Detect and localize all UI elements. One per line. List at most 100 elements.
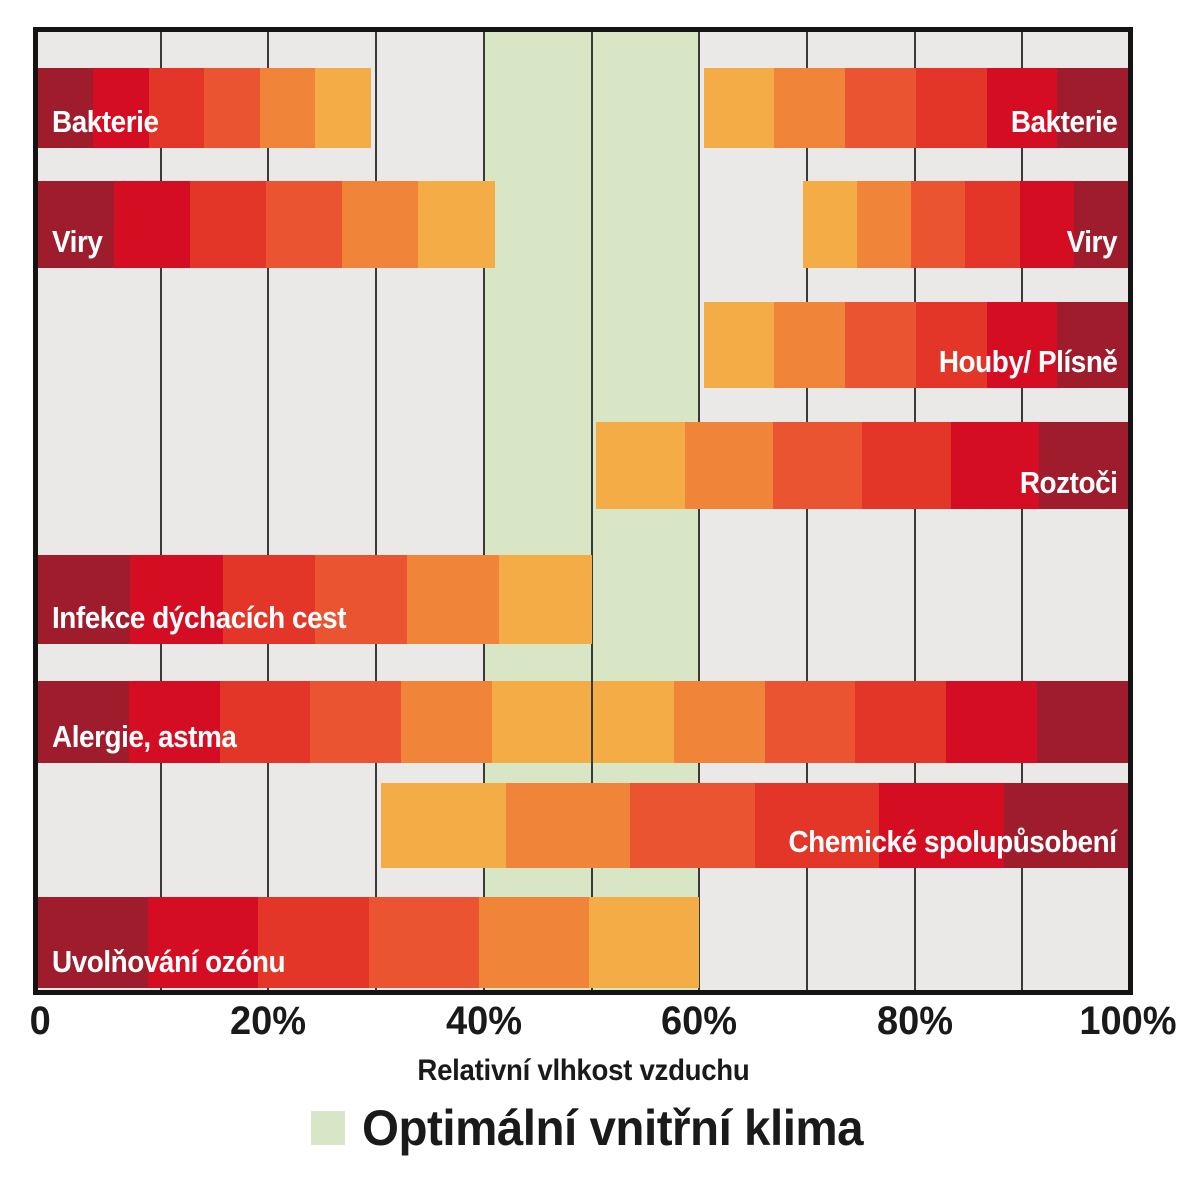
bar-viry-right: Viry — [802, 181, 1128, 268]
bar-segment-6 — [1073, 181, 1128, 268]
bar-label-wrap: Viry — [803, 181, 1128, 268]
bar-segment-6 — [589, 897, 700, 988]
bar-segment-4 — [915, 68, 987, 148]
bar-label-roztoci: Roztoči — [1019, 465, 1117, 500]
bar-segment-3 — [911, 181, 966, 268]
bar-segment-6 — [499, 555, 592, 644]
bar-segment-5 — [986, 302, 1058, 388]
bar-segment-4 — [314, 555, 407, 644]
bar-uvolnovani-ozonu: Uvolňování ozónu — [38, 897, 700, 988]
bar-label-bakterie: Bakterie — [52, 104, 159, 139]
bar-segment-2 — [505, 783, 631, 868]
bar-segment-6 — [1003, 783, 1128, 868]
bar-segment-6 — [1039, 422, 1128, 509]
bar-segment-3 — [148, 68, 205, 148]
bar-segment-1 — [38, 181, 115, 268]
bar-segment-1 — [38, 897, 149, 988]
bar-segment-6 — [1057, 302, 1128, 388]
bar-segment-5 — [478, 897, 590, 988]
gridline-20 — [267, 32, 270, 990]
bar-segment-5 — [259, 68, 316, 148]
x-tick-100: 100% — [1079, 999, 1177, 1043]
gridline-50 — [590, 32, 593, 990]
bar-segment-1 — [703, 302, 775, 388]
bar-segment-2 — [148, 897, 259, 988]
bar-segment-4 — [965, 181, 1020, 268]
x-axis-label: Relativní vlhkost vzduchu — [416, 1054, 750, 1087]
bar-segment-5 — [950, 422, 1040, 509]
bar-label-infekce-dychacich-cest: Infekce dýchacích cest — [52, 600, 347, 635]
bar-label-viry: Viry — [1066, 224, 1118, 259]
bar-label-wrap: Alergie, astma — [38, 681, 1128, 763]
bar-infekce-dychacich-cest: Infekce dýchacích cest — [38, 555, 592, 644]
bar-segment-4 — [266, 181, 343, 268]
bar-segment-6 — [418, 181, 495, 268]
bar-segment-3 — [845, 302, 916, 388]
bar-segment-6 — [315, 68, 371, 148]
plot-box: Bakterie Bakterie Viry Viry Houby/ Plísně Roz… — [33, 27, 1133, 995]
gridline-10 — [159, 32, 162, 990]
bar-label-wrap: Houby/ Plísně — [704, 302, 1128, 388]
bar-segment-6 — [1057, 68, 1128, 148]
bar-segment-4 — [204, 68, 260, 148]
bar-segment-2 — [93, 68, 149, 148]
bar-segment-1 — [595, 422, 685, 509]
bar-segment-8 — [673, 681, 765, 763]
plot-area: Bakterie Bakterie Viry Viry Houby/ Plísně Roz… — [38, 32, 1128, 990]
gridline-80 — [913, 32, 916, 990]
gridline-90 — [1021, 32, 1024, 990]
bar-segment-6 — [492, 681, 583, 763]
bar-segment-2 — [856, 181, 912, 268]
bar-segment-2 — [114, 181, 191, 268]
optimal-zone-swatch — [311, 1111, 345, 1145]
bar-label-uvolnovani-ozonu: Uvolňování ozónu — [52, 944, 286, 979]
bar-segment-3 — [222, 555, 315, 644]
bar-segment-4 — [310, 681, 402, 763]
bar-label-viry: Viry — [52, 224, 103, 259]
bar-roztoci: Roztoči — [595, 422, 1128, 509]
bar-segment-3 — [773, 422, 862, 509]
bar-segment-10 — [855, 681, 947, 763]
bar-label-wrap: Chemické spolupůsobení — [381, 783, 1128, 868]
x-axis-tick-labels: 0 20% 40% 60% 80% 100% — [30, 999, 1177, 1045]
bar-segment-2 — [774, 302, 845, 388]
gridline-40 — [482, 32, 485, 990]
bar-segment-4 — [754, 783, 880, 868]
bar-segment-3 — [219, 681, 311, 763]
x-tick-0: 0 — [29, 999, 51, 1043]
bar-segment-5 — [879, 783, 1004, 868]
bar-segment-2 — [130, 555, 223, 644]
bar-segment-2 — [774, 68, 845, 148]
bar-houby-plisne: Houby/ Plísně — [703, 302, 1128, 388]
bar-segment-4 — [861, 422, 951, 509]
bar-label-wrap: Bakterie — [704, 68, 1128, 148]
bar-alergie-astma: Alergie, astma — [38, 681, 1128, 763]
bar-segment-3 — [190, 181, 267, 268]
bar-segment-5 — [342, 181, 419, 268]
legend-label: Optimální vnitřní klima — [362, 1100, 864, 1156]
bar-label-houby-plisne: Houby/ Plísně — [938, 344, 1117, 379]
gridline-70 — [805, 32, 808, 990]
bar-segment-1 — [703, 68, 775, 148]
bar-label-wrap: Uvolňování ozónu — [38, 897, 699, 988]
bar-label-wrap: Roztoči — [596, 422, 1128, 509]
bar-segment-1 — [38, 555, 131, 644]
bar-segment-1 — [381, 783, 506, 868]
bar-segment-12 — [1037, 681, 1128, 763]
bar-segment-5 — [407, 555, 500, 644]
bar-label-alergie-astma: Alergie, astma — [52, 719, 237, 754]
bar-segment-5 — [401, 681, 493, 763]
bar-label-bakterie: Bakterie — [1010, 104, 1117, 139]
gridline-overlay-50 — [590, 681, 593, 763]
bar-viry-left: Viry — [38, 181, 495, 268]
bar-segment-5 — [1019, 181, 1074, 268]
bar-label-wrap: Infekce dýchacích cest — [38, 555, 592, 644]
x-tick-40: 40% — [445, 999, 522, 1043]
bar-segment-4 — [915, 302, 987, 388]
x-axis-label-wrap: Relativní vlhkost vzduchu — [33, 1056, 1133, 1086]
legend: Optimální vnitřní klima — [311, 1096, 890, 1160]
bar-segment-2 — [684, 422, 774, 509]
bar-segment-1 — [802, 181, 857, 268]
bar-segment-9 — [764, 681, 856, 763]
